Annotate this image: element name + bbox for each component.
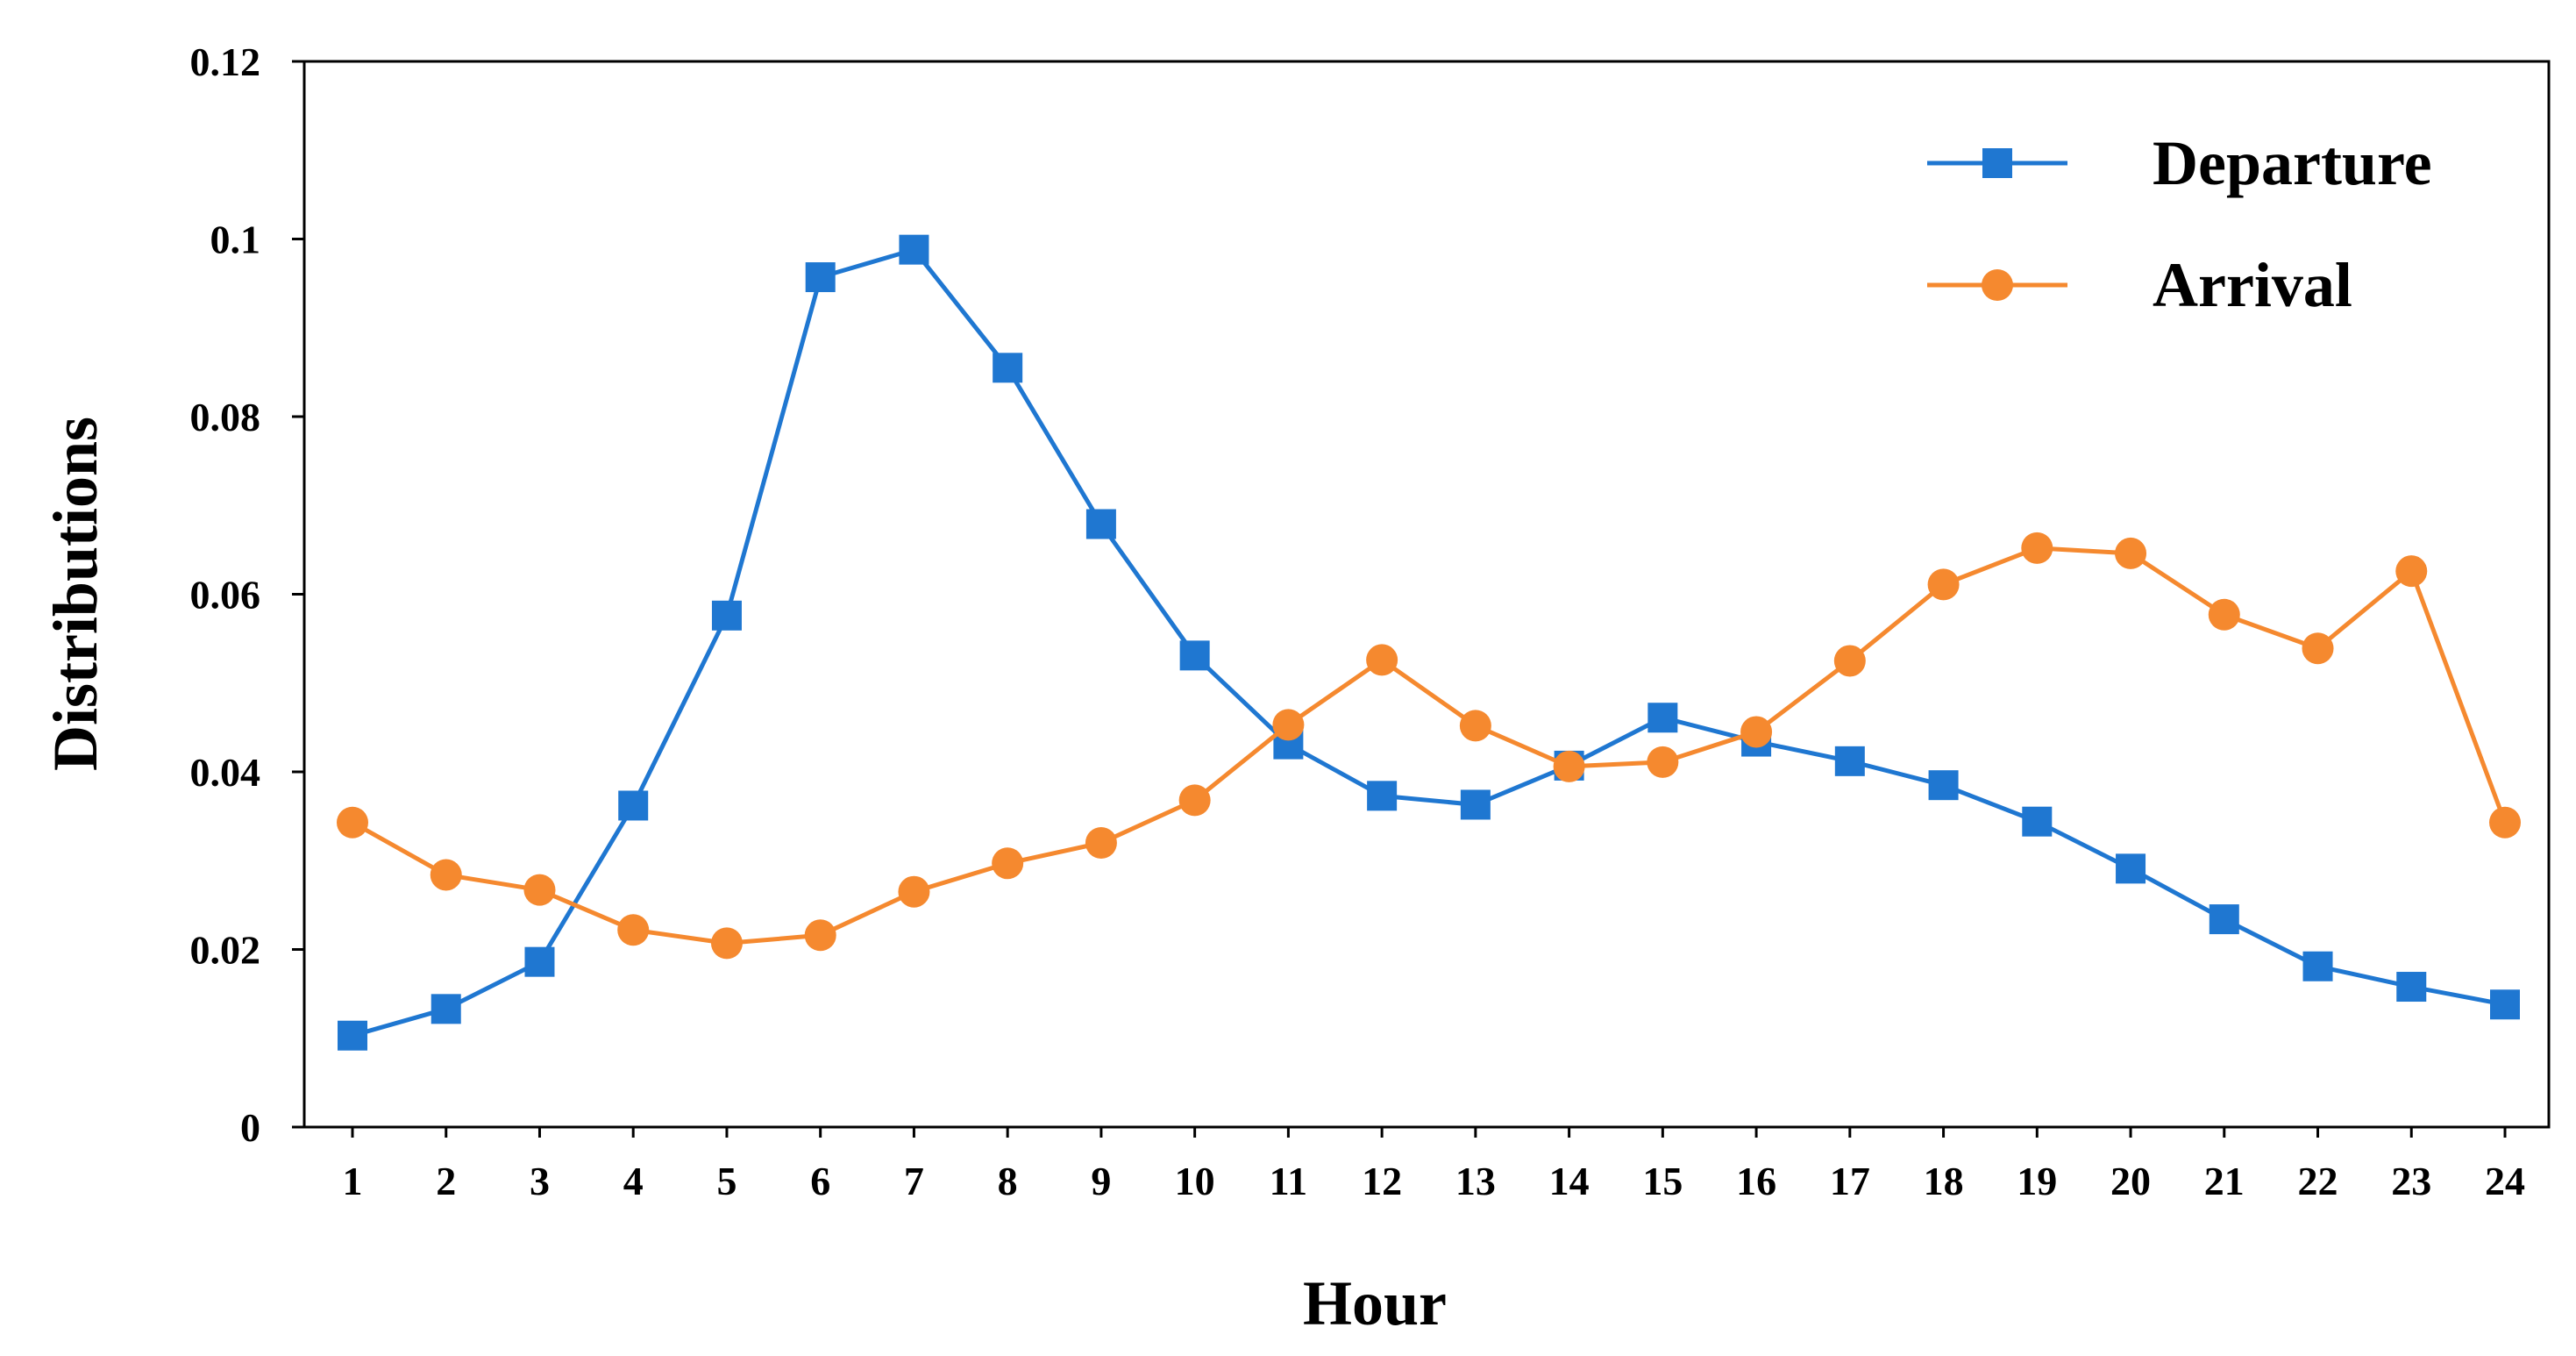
departure-point [1460,789,1491,820]
series-layer [337,234,2521,1051]
arrival-point [1740,716,1773,748]
arrival-point [337,806,368,839]
x-tick-label: 20 [2110,1159,2151,1203]
y-tick-label: 0 [240,1105,260,1150]
x-tick-label: 6 [810,1159,830,1203]
arrival-point [898,875,930,908]
x-tick-label: 18 [1924,1159,1964,1203]
legend-label-arrival: Arrival [2153,250,2352,320]
x-tick-label: 23 [2391,1159,2431,1203]
x-tick-label: 15 [1642,1159,1683,1203]
departure-point [711,600,742,631]
arrival-point [710,927,743,960]
departure-point [2022,806,2053,837]
departure-series [338,234,2520,1051]
x-tick-label: 14 [1549,1159,1590,1203]
y-tick-label: 0.06 [190,573,261,617]
x-tick-label: 17 [1830,1159,1870,1203]
arrival-point [2208,598,2240,631]
departure-point [805,262,836,293]
arrival-point [1833,645,1866,677]
y-tick-label: 0.12 [190,39,261,84]
x-tick-label: 19 [2017,1159,2057,1203]
x-tick-label: 5 [716,1159,737,1203]
departure-point [524,946,555,977]
x-tick-label: 9 [1091,1159,1111,1203]
departure-point [431,994,461,1024]
departure-point [2302,951,2333,981]
legend-marker-arrival [1982,269,2013,301]
legend-item-departure: Departure [1927,128,2432,198]
departure-point [2209,904,2239,935]
x-tick-label: 11 [1270,1159,1307,1203]
x-tick-label: 22 [2298,1159,2338,1203]
arrival-point [1647,746,1679,778]
departure-point [2116,853,2146,884]
departure-point [1928,770,1959,801]
legend: Departure Arrival [1927,128,2432,320]
x-tick-label: 4 [623,1159,644,1203]
x-tick-label: 3 [530,1159,550,1203]
departure-point [2490,989,2520,1020]
x-tick-label: 21 [2204,1159,2245,1203]
arrival-point [1085,827,1117,859]
arrival-point [2395,555,2428,588]
arrival-point [1366,644,1398,676]
arrival-point [2115,537,2147,569]
departure-point [1085,509,1116,539]
departure-point [1179,640,1210,671]
x-tick-label: 24 [2485,1159,2525,1203]
legend-marker-departure [1982,148,2012,178]
arrival-series [337,532,2521,960]
y-tick-label: 0.08 [190,395,261,439]
arrival-point [1553,750,1585,782]
departure-point [993,353,1023,383]
y-tick-label: 0.1 [210,218,261,262]
x-tick-label: 13 [1455,1159,1496,1203]
departure-point [618,790,649,821]
x-tick-label: 10 [1175,1159,1215,1203]
departure-point [2396,972,2427,1003]
x-tick-label: 16 [1736,1159,1776,1203]
y-tick-label: 0.04 [190,750,261,795]
departure-point [1647,703,1678,733]
y-axis-title: Distributions [40,417,110,771]
arrival-point [1178,784,1211,817]
x-tick-label: 8 [998,1159,1018,1203]
x-tick-label: 12 [1362,1159,1402,1203]
arrival-point [1459,710,1491,742]
departure-point [1834,746,1865,776]
legend-item-arrival: Arrival [1927,250,2352,320]
y-tick-label: 0.02 [190,928,261,973]
x-tick-label: 2 [436,1159,456,1203]
arrival-point [2021,532,2053,564]
arrival-point [804,919,836,952]
departure-point [1367,781,1398,811]
arrival-point [523,874,556,906]
x-axis-title: Hour [1303,1268,1447,1338]
arrival-point [992,847,1024,880]
arrival-point [2489,806,2521,839]
legend-label-departure: Departure [2153,128,2432,198]
departure-line [352,247,2506,1038]
arrival-point [1927,568,1960,601]
x-tick-label: 7 [904,1159,924,1203]
departure-point [899,234,929,265]
x-tick-label: 1 [343,1159,363,1203]
y-axis-ticks: 0 0.02 0.04 0.06 0.08 0.1 0.12 [190,39,304,1150]
x-axis-ticks: 1 2 3 4 5 6 7 8 9 10 11 12 13 14 15 16 17 18 19 20 21 22 23 24 [343,1127,2525,1203]
departure-point [338,1020,367,1051]
arrival-point [1272,709,1305,741]
arrival-point [2302,632,2334,665]
arrival-point [430,859,462,891]
arrival-point [617,914,650,946]
